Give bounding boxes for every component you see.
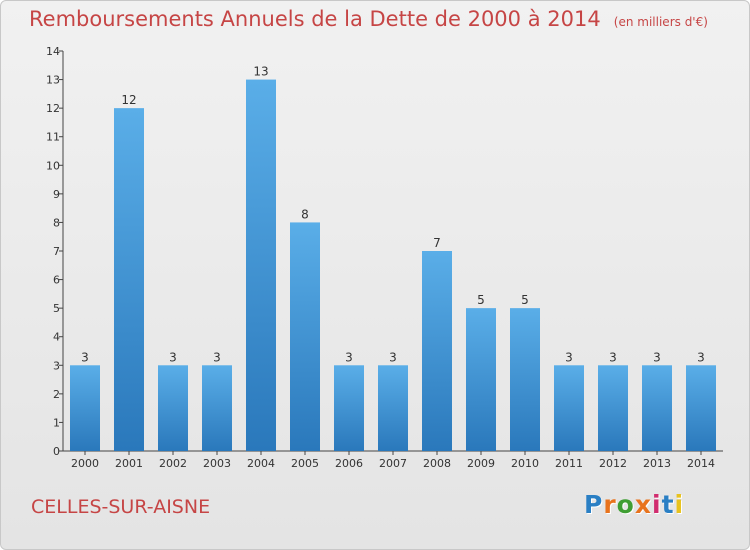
data-label-2009: 5 [477,293,485,307]
bar-2002 [158,365,188,451]
y-tick-label: 5 [53,302,60,315]
bar-2004 [246,79,276,452]
data-label-2010: 5 [521,293,529,307]
logo-letter: x [634,490,652,519]
x-tick-label-2008: 2008 [423,457,451,470]
y-tick-label: 13 [46,74,60,87]
bar-2009 [466,308,496,451]
proxiti-logo[interactable]: Proxiti [584,490,684,519]
x-tick-label-2012: 2012 [599,457,627,470]
logo-letter: P [584,490,604,519]
x-tick-label-2011: 2011 [555,457,583,470]
y-tick-label: 3 [53,359,60,372]
x-tick-label-2010: 2010 [511,457,539,470]
chart-title: Remboursements Annuels de la Dette de 20… [29,7,601,31]
x-tick-label-2013: 2013 [643,457,671,470]
x-tick-label-2014: 2014 [687,457,715,470]
x-tick-label-2001: 2001 [115,457,143,470]
data-label-2011: 3 [565,350,573,364]
y-tick-label: 0 [53,445,60,458]
data-label-2004: 13 [253,65,268,79]
x-tick-label-2002: 2002 [159,457,187,470]
bar-2012 [598,365,628,451]
data-label-2006: 3 [345,350,353,364]
bar-2006 [334,365,364,451]
chart-unit: (en milliers d'€) [613,15,708,29]
y-tick-label: 1 [53,416,60,429]
bar-2001 [114,108,144,452]
x-tick-label-2009: 2009 [467,457,495,470]
logo-letter: i [652,490,662,519]
y-tick-label: 14 [46,45,60,58]
data-label-2001: 12 [121,93,136,107]
x-tick-label-2006: 2006 [335,457,363,470]
x-tick-label-2000: 2000 [71,457,99,470]
bar-2008 [422,251,452,451]
x-tick-label-2007: 2007 [379,457,407,470]
logo-letter: r [603,490,617,519]
bar-2000 [70,365,100,451]
bar-2011 [554,365,584,451]
y-tick-label: 4 [53,331,60,344]
data-label-2003: 3 [213,350,221,364]
bar-2003 [202,365,232,451]
y-tick-label: 6 [53,274,60,287]
logo-letter: o [616,490,635,519]
y-tick-label: 12 [46,102,60,115]
x-tick-label-2003: 2003 [203,457,231,470]
y-tick-label: 11 [46,131,60,144]
commune-name: CELLES-SUR-AISNE [31,496,211,518]
y-tick-label: 9 [53,188,60,201]
bar-2014 [686,365,716,451]
x-tick-label-2004: 2004 [247,457,275,470]
data-label-2008: 7 [433,236,441,250]
data-label-2012: 3 [609,350,617,364]
data-label-2005: 8 [301,207,309,221]
y-tick-label: 7 [53,245,60,258]
logo-letter: t [661,490,675,519]
title-row: Remboursements Annuels de la Dette de 20… [29,7,708,31]
x-tick-label-2005: 2005 [291,457,319,470]
y-tick-label: 10 [46,159,60,172]
y-tick-label: 8 [53,216,60,229]
bars: 3 12 3 3 13 8 3 3 7 5 5 3 3 3 3 [70,65,716,452]
bar-2010 [510,308,540,451]
y-tick-label: 2 [53,388,60,401]
bar-2013 [642,365,672,451]
bar-2007 [378,365,408,451]
data-label-2002: 3 [169,350,177,364]
data-label-2014: 3 [697,350,705,364]
data-label-2007: 3 [389,350,397,364]
logo-letter: i [674,490,685,519]
data-label-2000: 3 [81,350,89,364]
data-label-2013: 3 [653,350,661,364]
bar-2005 [290,222,320,451]
